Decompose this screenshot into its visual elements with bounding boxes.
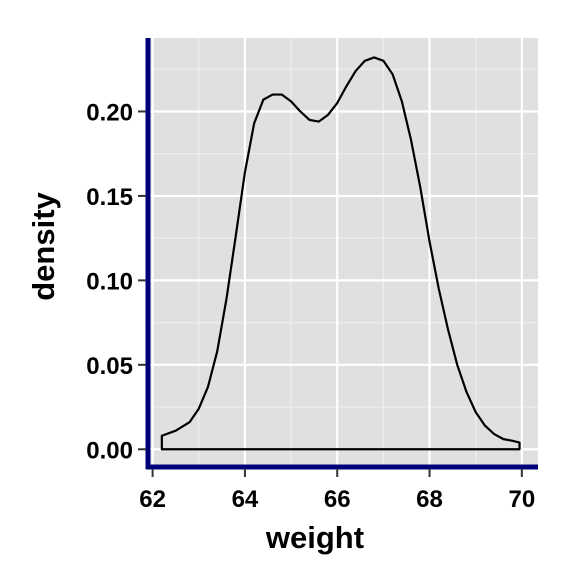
- x-tick-label: 62: [139, 486, 166, 513]
- density-curve: [160, 56, 521, 451]
- plot-panel: [148, 38, 538, 467]
- x-tick-label: 66: [324, 486, 351, 513]
- minor-grid: [148, 38, 538, 467]
- y-tick-label: 0.05: [86, 353, 133, 380]
- y-tick-label: 0.15: [86, 184, 133, 211]
- y-axis-ticks: 0.00 0.05 0.10 0.15 0.20: [86, 99, 146, 464]
- y-tick-label: 0.10: [86, 268, 133, 295]
- x-tick-label: 68: [416, 486, 443, 513]
- y-axis-title: density: [26, 191, 61, 300]
- x-tick-label: 70: [508, 486, 535, 513]
- major-grid: [148, 38, 538, 467]
- x-axis-title: weight: [265, 520, 364, 555]
- x-axis-ticks: 62 64 66 68 70: [139, 469, 535, 513]
- y-tick-label: 0.00: [86, 437, 133, 464]
- y-tick-label: 0.20: [86, 99, 133, 126]
- x-tick-label: 64: [232, 486, 259, 513]
